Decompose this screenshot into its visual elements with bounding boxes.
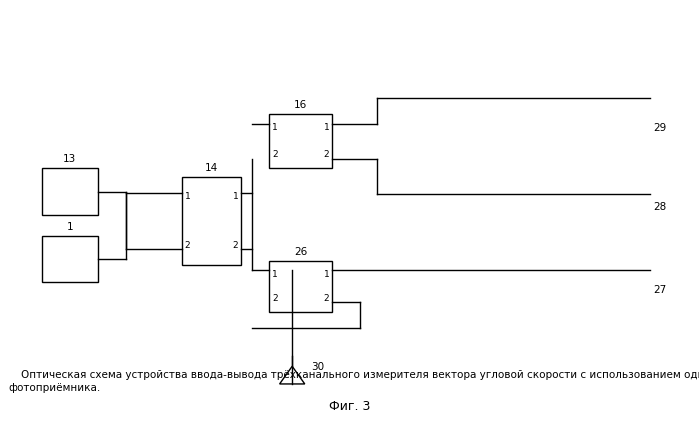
Text: 2: 2 <box>185 242 190 250</box>
Text: 2: 2 <box>324 150 329 159</box>
Bar <box>269 261 332 312</box>
Text: Оптическая схема устройства ввода-вывода трёхканального измерителя вектора углов: Оптическая схема устройства ввода-вывода… <box>8 370 699 380</box>
Text: 1: 1 <box>185 192 190 200</box>
Text: 2: 2 <box>233 242 238 250</box>
Text: 14: 14 <box>205 163 218 173</box>
Bar <box>182 177 241 265</box>
Text: 28: 28 <box>654 202 667 212</box>
Text: 1: 1 <box>272 123 278 132</box>
Text: 16: 16 <box>294 100 307 109</box>
Text: 1: 1 <box>66 222 73 232</box>
Text: фотоприёмника.: фотоприёмника. <box>8 383 100 393</box>
Text: 2: 2 <box>272 294 278 303</box>
Text: 1: 1 <box>272 270 278 279</box>
Bar <box>42 236 98 282</box>
Text: 2: 2 <box>272 150 278 159</box>
Text: 13: 13 <box>64 155 76 164</box>
Bar <box>269 114 332 168</box>
Bar <box>42 168 98 215</box>
Polygon shape <box>280 366 305 384</box>
Text: 1: 1 <box>324 123 329 132</box>
Text: 1: 1 <box>324 270 329 279</box>
Text: 29: 29 <box>654 123 667 133</box>
Text: Фиг. 3: Фиг. 3 <box>329 400 370 413</box>
Text: 27: 27 <box>654 285 667 295</box>
Text: 2: 2 <box>324 294 329 303</box>
Text: 1: 1 <box>233 192 238 200</box>
Text: 30: 30 <box>311 362 324 372</box>
Text: 26: 26 <box>294 247 307 257</box>
